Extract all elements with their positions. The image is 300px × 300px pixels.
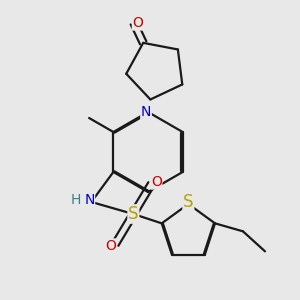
Text: S: S <box>183 193 194 211</box>
Text: S: S <box>128 205 139 223</box>
Text: N: N <box>141 105 151 119</box>
Text: O: O <box>151 175 162 189</box>
Text: O: O <box>132 16 143 30</box>
Text: O: O <box>105 239 116 253</box>
Text: N: N <box>84 193 94 207</box>
Text: H: H <box>70 193 80 207</box>
